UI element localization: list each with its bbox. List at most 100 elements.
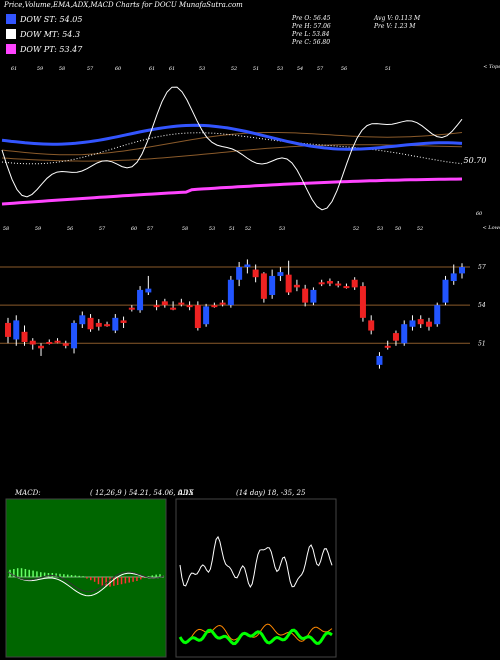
tops-tick-label: 57 bbox=[87, 66, 94, 72]
macd-line bbox=[7, 571, 165, 597]
lows-tick-label: 56 bbox=[67, 226, 74, 232]
ohlc-prev-volume: Pre V: 1.23 M bbox=[374, 23, 416, 30]
indicator-panels bbox=[5, 498, 337, 658]
legend-item-dow-st: DOW ST: 54.05 bbox=[6, 14, 82, 24]
ema-line-st bbox=[1, 123, 463, 151]
macd-background bbox=[5, 498, 167, 658]
tops-tick-label: 51 bbox=[385, 66, 391, 72]
candle-body bbox=[368, 320, 375, 331]
lows-tick-label: 53 bbox=[209, 226, 215, 232]
lows-tick-label: 58 bbox=[182, 226, 188, 232]
main-chart: < Tops 61 59 58 57 60 61 61 53 52 51 53 54 57 56 51 50.7… bbox=[0, 64, 500, 369]
candle-body bbox=[87, 317, 94, 330]
candle-body bbox=[343, 286, 350, 289]
candle-body bbox=[29, 340, 36, 345]
ohlc-open: Pre O: 56.45 bbox=[292, 15, 331, 22]
candle-body bbox=[236, 267, 243, 280]
candle-body bbox=[401, 324, 408, 344]
candle-body bbox=[318, 282, 325, 285]
candle-body bbox=[359, 286, 366, 318]
candle-body bbox=[62, 343, 69, 346]
tops-tick-label: 58 bbox=[59, 66, 65, 72]
candle-body bbox=[326, 281, 333, 284]
candle-body bbox=[46, 341, 53, 344]
candle-body bbox=[128, 307, 135, 310]
candle-body bbox=[252, 269, 259, 278]
candle-body bbox=[170, 307, 177, 310]
ohlc-col2: Avg V: 0.113 M Pre V: 1.23 M bbox=[374, 15, 420, 31]
ema-price-label2: 60 bbox=[476, 211, 483, 217]
adx-label: ADX bbox=[178, 489, 194, 497]
macd-panel bbox=[5, 498, 167, 658]
macd-params: ( 12,26,9 ) 54.21, 54.06, 0.15 bbox=[90, 489, 194, 497]
legend-label-pt: DOW PT: 53.47 bbox=[20, 45, 83, 54]
candle-body bbox=[211, 305, 218, 308]
ema-line-brown-2 bbox=[1, 144, 463, 162]
candle-body bbox=[244, 264, 251, 268]
candle-body bbox=[95, 322, 102, 327]
price-y-label: 57 bbox=[478, 264, 486, 271]
candle-body bbox=[335, 283, 342, 286]
candle-body bbox=[112, 317, 119, 331]
lows-tick-label: 53 bbox=[377, 226, 383, 232]
price-panel: < Lows 58 59 56 57 60 57 58 53 51 52 53 52 53 50 52 57 54… bbox=[0, 225, 500, 369]
tops-tick-label: 59 bbox=[37, 66, 44, 72]
price-y-label: 51 bbox=[478, 340, 486, 347]
candle-body bbox=[293, 284, 300, 288]
candle-body bbox=[409, 320, 416, 327]
candle-body bbox=[203, 306, 210, 325]
lows-tick-label: 58 bbox=[3, 226, 9, 232]
ema-line-brown-1 bbox=[1, 132, 463, 156]
lows-tick-label: 50 bbox=[395, 226, 402, 232]
lows-tick-label: 53 bbox=[279, 226, 285, 232]
candle-body bbox=[54, 340, 61, 343]
lows-tick-label: 57 bbox=[99, 226, 106, 232]
legend-swatch-st bbox=[6, 14, 16, 24]
lows-tick-label: 52 bbox=[417, 226, 423, 232]
adx-plus-di-line bbox=[178, 628, 333, 646]
macd-signal-line bbox=[7, 571, 165, 593]
candle-body bbox=[384, 345, 391, 348]
legend-label-mt: DOW MT: 54.3 bbox=[20, 30, 81, 39]
lows-tick-label: 52 bbox=[353, 226, 359, 232]
candle-body bbox=[425, 321, 432, 327]
ema-price-label: 50.70 bbox=[464, 156, 487, 165]
candle-body bbox=[269, 275, 276, 295]
lows-tick-label: 57 bbox=[147, 226, 154, 232]
tops-tick-label: 52 bbox=[231, 66, 237, 72]
candle-body bbox=[5, 322, 11, 337]
candle-body bbox=[277, 272, 284, 276]
legend-swatch-mt bbox=[6, 29, 16, 39]
candle-body bbox=[260, 273, 267, 299]
legend-item-dow-pt: DOW PT: 53.47 bbox=[6, 44, 82, 54]
tops-tick-label: 61 bbox=[11, 66, 17, 72]
candle-body bbox=[13, 320, 20, 340]
tops-tick-label: 51 bbox=[253, 66, 259, 72]
candle-body bbox=[178, 302, 185, 305]
ema-panel: < Tops 61 59 58 57 60 61 61 53 52 51 53 54 57 56 51 50.7… bbox=[1, 64, 500, 217]
tops-tick-label: 61 bbox=[169, 66, 175, 72]
legend-label-st: DOW ST: 54.05 bbox=[20, 15, 83, 24]
lows-tick-label: 59 bbox=[35, 226, 42, 232]
lows-tick-label: 60 bbox=[131, 226, 138, 232]
page-title: Price,Volume,EMA,ADX,MACD Charts for DOC… bbox=[4, 1, 243, 9]
candle-body bbox=[38, 345, 45, 349]
tops-tick-label: 60 bbox=[115, 66, 122, 72]
candle-body bbox=[442, 279, 449, 303]
ohlc-avg-volume: Avg V: 0.113 M bbox=[374, 15, 421, 22]
candle-body bbox=[434, 305, 441, 325]
adx-panel bbox=[175, 498, 337, 658]
candle-body bbox=[302, 288, 309, 303]
ema-line-pt bbox=[1, 177, 463, 206]
ohlc-high: Pre H: 57.06 bbox=[292, 23, 331, 30]
tops-tick-label: 54 bbox=[297, 66, 303, 72]
candle-body bbox=[161, 301, 168, 306]
candle-body bbox=[194, 305, 201, 329]
candle-body bbox=[459, 267, 465, 274]
legend-swatch-pt bbox=[6, 44, 16, 54]
macd-title: MACD: bbox=[15, 489, 41, 497]
tops-tick-label: 56 bbox=[341, 66, 348, 72]
candle-body bbox=[186, 305, 193, 308]
adx-params: (14 day) 18, -35, 25 bbox=[236, 489, 306, 497]
lows-corner-label: < Lows bbox=[483, 225, 500, 231]
